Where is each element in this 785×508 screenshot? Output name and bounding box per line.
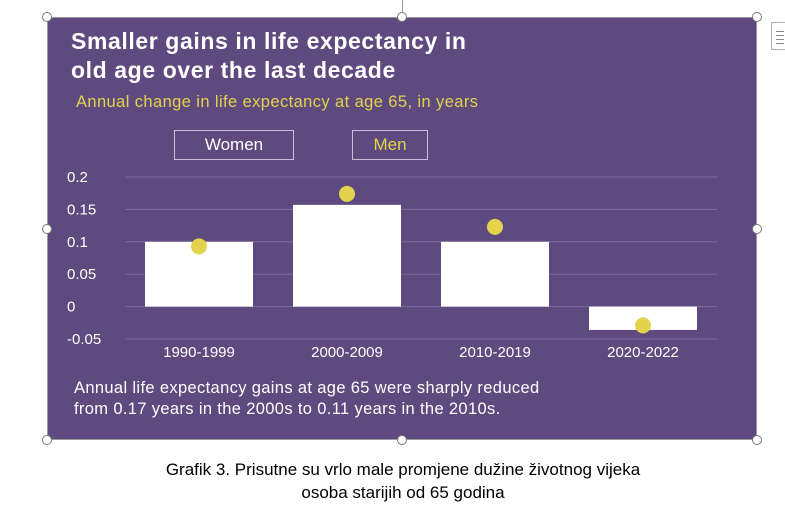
chart-note-line-2: from 0.17 years in the 2000s to 0.11 yea… bbox=[74, 400, 501, 418]
resize-handle-middle-left[interactable] bbox=[42, 224, 52, 234]
resize-handle-middle-right[interactable] bbox=[752, 224, 762, 234]
dot-men-1 bbox=[339, 185, 355, 202]
x-tick-label-3: 2020-2022 bbox=[607, 344, 679, 361]
chart-note-line-1: Annual life expectancy gains at age 65 w… bbox=[74, 379, 540, 397]
legend-women: Women bbox=[174, 130, 294, 160]
y-tick-label-4: 0 bbox=[67, 299, 75, 316]
chart-plot: 0.2 0.15 0.1 0.05 0 -0.05 1990-1999 2000-2009 20… bbox=[67, 169, 717, 361]
rotate-handle-line bbox=[402, 0, 403, 12]
resize-handle-bottom-left[interactable] bbox=[42, 435, 52, 445]
chart-title-line-1: Smaller gains in life expectancy in bbox=[71, 28, 467, 54]
y-tick-label-1: 0.15 bbox=[67, 201, 96, 218]
dot-men-3 bbox=[635, 317, 651, 334]
resize-handle-top-center[interactable] bbox=[397, 12, 407, 22]
y-tick-label-3: 0.05 bbox=[67, 266, 96, 283]
chart-note: Annual life expectancy gains at age 65 w… bbox=[74, 378, 540, 420]
chart-subtitle: Annual change in life expectancy at age … bbox=[76, 93, 479, 111]
x-tick-label-2: 2010-2019 bbox=[459, 344, 531, 361]
x-tick-label-1: 2000-2009 bbox=[311, 344, 383, 361]
bar-women-2 bbox=[441, 241, 549, 307]
chart-title: Smaller gains in life expectancy in old … bbox=[71, 27, 467, 85]
y-tick-label-5: -0.05 bbox=[67, 331, 101, 348]
layout-options-button[interactable] bbox=[771, 22, 785, 50]
bar-women-1 bbox=[293, 204, 401, 307]
dot-men-2 bbox=[487, 218, 503, 235]
figure-caption: Grafik 3. Prisutne su vrlo male promjene… bbox=[0, 458, 785, 504]
layout-options-icon bbox=[776, 31, 784, 32]
dot-men-0 bbox=[191, 238, 207, 255]
figure-caption-line-1: Grafik 3. Prisutne su vrlo male promjene… bbox=[165, 460, 641, 479]
resize-handle-top-left[interactable] bbox=[42, 12, 52, 22]
resize-handle-bottom-center[interactable] bbox=[397, 435, 407, 445]
legend-men: Men bbox=[352, 130, 428, 160]
resize-handle-top-right[interactable] bbox=[752, 12, 762, 22]
resize-handle-bottom-right[interactable] bbox=[752, 435, 762, 445]
chart-image[interactable] bbox=[47, 17, 757, 440]
chart-title-line-2: old age over the last decade bbox=[71, 57, 396, 83]
y-tick-label-0: 0.2 bbox=[67, 169, 88, 186]
y-tick-label-2: 0.1 bbox=[67, 234, 88, 251]
x-tick-label-0: 1990-1999 bbox=[163, 344, 235, 361]
figure-caption-line-2: osoba starijih od 65 godina bbox=[301, 483, 505, 502]
